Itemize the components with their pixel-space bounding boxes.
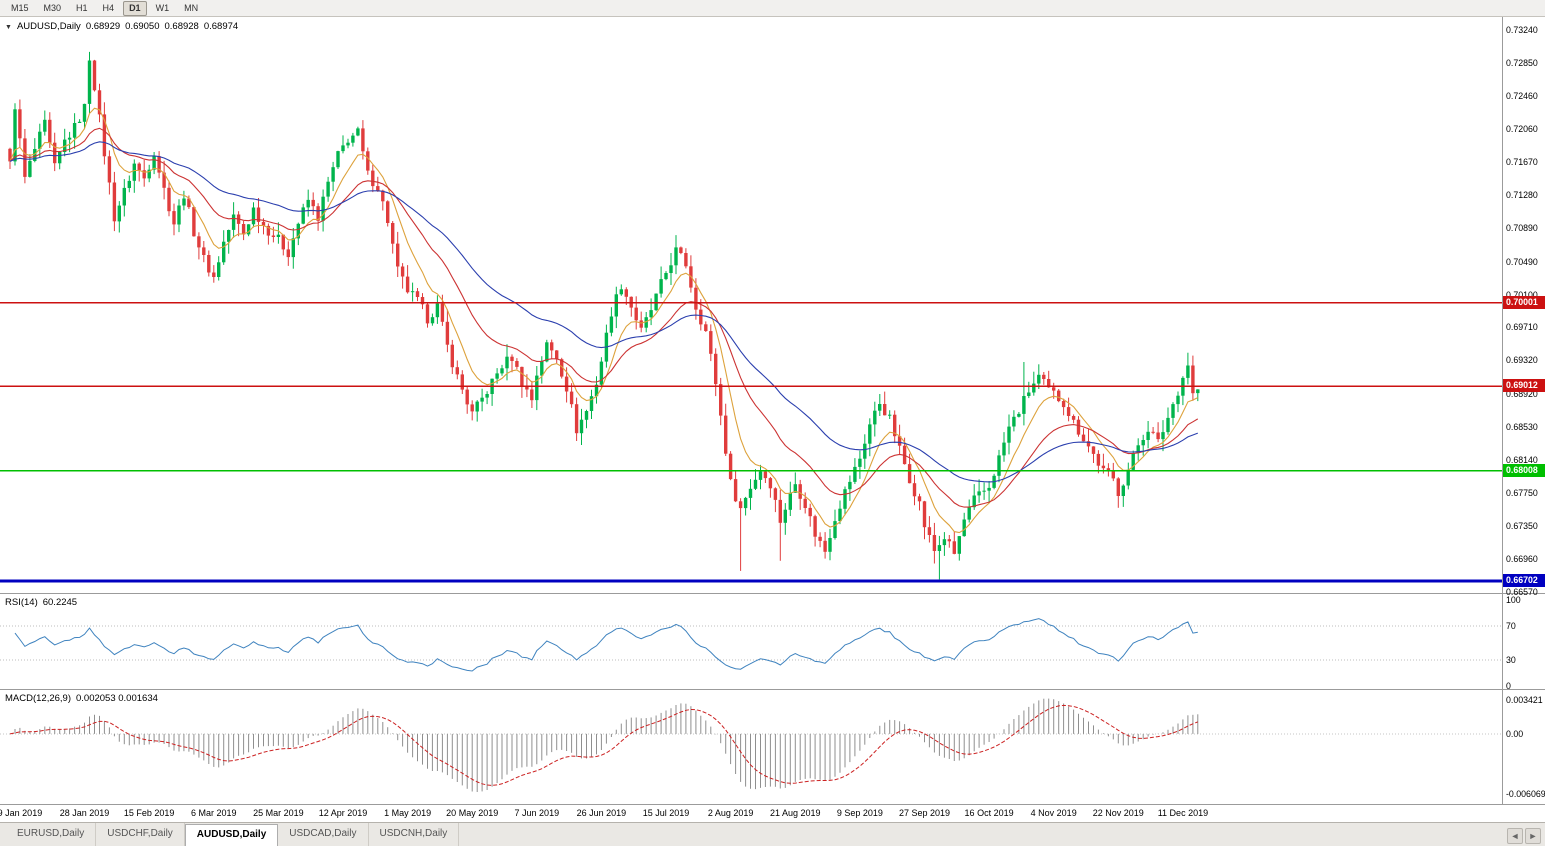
date-label: 11 Dec 2019 [1157,808,1209,818]
macd-panel[interactable]: MACD(12,26,9) 0.002053 0.001634 [0,690,1502,804]
timeframe-button-w1[interactable]: W1 [155,2,170,13]
date-label: 15 Jul 2019 [642,808,690,818]
chart-header: ▼ AUDUSD,Daily 0.68929 0.69050 0.68928 0.6897… [5,21,243,32]
date-label: 20 May 2019 [446,808,499,818]
panel-separator[interactable] [0,593,1545,594]
chart-symbol-label: AUDUSD,Daily [16,21,81,32]
chart-collapse-icon[interactable]: ▼ [5,24,12,31]
date-label: 6 Mar 2019 [191,808,237,818]
price-tick: 0.72060 [1506,124,1538,135]
timeframe-button-h4[interactable]: H4 [102,2,115,13]
price-tick: 0.68530 [1506,421,1538,432]
date-label: 9 Jan 2019 [0,808,43,818]
ohlc-high: 0.69050 [125,21,160,32]
level-price-tag: 0.66702 [1503,573,1545,587]
price-tick: 0.73240 [1506,25,1538,35]
macd-name: MACD(12,26,9) [5,693,71,704]
chart-tab-bar: EURUSD,Daily USDCHF,Daily AUDUSD,Daily USDC… [0,822,1545,846]
macd-tick: 0.00 [1506,728,1524,739]
price-tick: 0.72460 [1506,90,1538,101]
date-label: 2 Aug 2019 [707,808,754,818]
date-label: 25 Mar 2019 [253,808,304,818]
tab-usdcad-daily[interactable]: USDCAD,Daily [278,823,369,846]
date-axis: 9 Jan 2019 28 Jan 2019 15 Feb 2019 6 Mar 20… [0,805,1502,822]
timeframe-button-m30[interactable]: M30 [43,2,62,13]
date-label: 27 Sep 2019 [898,808,950,818]
price-tick: 0.68920 [1506,388,1538,399]
macd-label: MACD(12,26,9) 0.002053 0.001634 [5,693,163,704]
ohlc-open: 0.68929 [85,21,121,32]
macd-tick: -0.006069 [1506,789,1545,799]
tab-scroll-left-icon[interactable]: ◄ [1507,828,1523,844]
macd-values: 0.002053 0.001634 [76,693,158,704]
date-label: 16 Oct 2019 [964,808,1014,818]
price-tick: 0.66960 [1506,554,1538,565]
timeframe-button-h1[interactable]: H1 [76,2,88,13]
price-tick: 0.71670 [1506,157,1538,168]
price-tick: 0.70100 [1506,289,1538,300]
date-label: 28 Jan 2019 [59,808,110,818]
tab-scroll-right-icon[interactable]: ► [1525,828,1541,844]
tab-eurusd-daily[interactable]: EURUSD,Daily [6,823,97,846]
price-tick: 0.67750 [1506,487,1538,498]
tab-audusd-daily[interactable]: AUDUSD,Daily [184,824,279,846]
timeframe-button-d1[interactable]: D1 [123,0,147,16]
level-price-tag: 0.70001 [1503,295,1545,309]
rsi-label: RSI(14) 60.2245 [5,597,82,608]
date-label: 7 Jun 2019 [514,808,560,818]
timeframe-button-mn[interactable]: MN [184,2,199,13]
date-label: 15 Feb 2019 [123,808,175,818]
candles-plot[interactable] [0,17,1502,594]
price-axis-separator [1502,17,1503,804]
panel-separator [0,804,1545,805]
level-price-tag: 0.68008 [1503,463,1545,477]
price-tick: 0.69320 [1506,355,1538,366]
price-tick: 0.67350 [1506,521,1538,532]
price-tick: 0.68140 [1506,454,1538,465]
timeframe-toolbar: M15 M30 H1 H4 D1 W1 MN [0,0,1545,17]
rsi-panel[interactable]: RSI(14) 60.2245 [0,594,1502,689]
price-tick: 0.69710 [1506,322,1538,333]
timeframe-button-m15[interactable]: M15 [11,2,29,13]
date-label: 22 Nov 2019 [1092,808,1144,818]
macd-tick: 0.003421 [1506,695,1543,705]
price-tick: 0.72850 [1506,57,1538,68]
ohlc-low: 0.68928 [164,21,199,32]
date-label: 21 Aug 2019 [769,808,821,818]
panel-separator[interactable] [0,689,1545,690]
rsi-name: RSI(14) [5,597,38,608]
date-label: 1 May 2019 [384,808,432,818]
price-tick: 0.70890 [1506,223,1538,233]
price-tick: 0.66570 [1506,587,1538,597]
date-label: 9 Sep 2019 [836,808,883,818]
ohlc-close: 0.68974 [203,21,239,32]
tab-usdchf-daily[interactable]: USDCHF,Daily [96,823,185,846]
candlestick-chart[interactable]: ▼ AUDUSD,Daily 0.68929 0.69050 0.68928 0.6897… [0,17,1502,594]
price-tick: 0.71280 [1506,190,1538,201]
date-label: 4 Nov 2019 [1030,808,1077,818]
rsi-tick: 30 [1506,655,1516,666]
rsi-tick: 100 [1506,595,1521,605]
tab-usdcnh-daily[interactable]: USDCNH,Daily [369,823,460,846]
rsi-tick: 70 [1506,620,1516,631]
rsi-plot[interactable] [0,594,1502,689]
date-label: 26 Jun 2019 [576,808,627,818]
macd-plot[interactable] [0,690,1502,804]
price-tick: 0.70490 [1506,256,1538,267]
rsi-value: 60.2245 [42,597,78,608]
date-label: 12 Apr 2019 [318,808,368,818]
level-price-tag: 0.69012 [1503,379,1545,393]
